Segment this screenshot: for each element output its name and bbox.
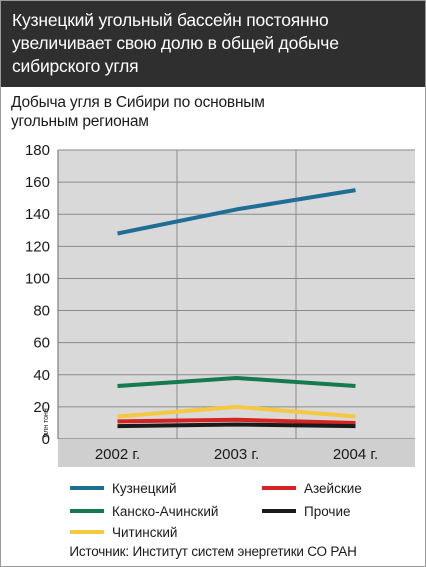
chart-title-line-2: угольным регионам bbox=[11, 113, 149, 130]
x-tick-label: 2003 г. bbox=[214, 446, 259, 463]
legend-label: Кузнецкий bbox=[112, 481, 177, 496]
series-line-4 bbox=[117, 417, 356, 425]
chart-title-line-1: Добыча угля в Сибири по основным bbox=[11, 94, 265, 111]
series-line-5 bbox=[117, 422, 356, 429]
y-axis-unit-label: млн тонн bbox=[43, 408, 50, 438]
plot-area bbox=[58, 150, 415, 439]
source-note: Источник: Институт систем энергетики СО … bbox=[69, 544, 357, 559]
legend-label: Прочие bbox=[304, 504, 351, 519]
series-line-3 bbox=[117, 404, 356, 419]
y-tick-label: 40 bbox=[33, 367, 50, 384]
y-tick-label: 20 bbox=[33, 399, 50, 416]
y-tick-label: 160 bbox=[25, 174, 50, 191]
y-tick-label: 120 bbox=[25, 238, 50, 255]
legend-label: Читинский bbox=[112, 525, 177, 540]
headline-line-2: увеличивает свою долю в общей добыче bbox=[12, 33, 339, 53]
x-tick-label: 2002 г. bbox=[95, 446, 140, 463]
x-tick-label: 2004 г. bbox=[333, 446, 378, 463]
y-tick-label: 180 bbox=[25, 142, 50, 159]
chart-title: Добыча угля в Сибири по основным угольны… bbox=[11, 93, 411, 131]
series-line-1 bbox=[117, 188, 356, 236]
x-axis-band bbox=[58, 439, 415, 467]
y-tick-label: 100 bbox=[25, 270, 50, 287]
headline: Кузнецкий угольный бассейн постоянно уве… bbox=[12, 9, 412, 78]
y-tick-label: 0 bbox=[42, 431, 50, 448]
line-chart: 0 20 40 60 80 100 120 140 160 180 млн тонн 2002 г. 2… bbox=[25, 142, 415, 540]
legend-label: Азейские bbox=[304, 481, 362, 496]
y-tick-label: 80 bbox=[33, 303, 50, 320]
series-line-2 bbox=[117, 375, 356, 389]
y-tick-label: 140 bbox=[25, 206, 50, 223]
header-banner: Кузнецкий угольный бассейн постоянно уве… bbox=[1, 1, 425, 87]
headline-line-3: сибирского угля bbox=[12, 56, 139, 76]
y-tick-label: 60 bbox=[33, 335, 50, 352]
legend-label: Канско-Ачинский bbox=[112, 504, 218, 519]
headline-line-1: Кузнецкий угольный бассейн постоянно bbox=[12, 10, 329, 30]
